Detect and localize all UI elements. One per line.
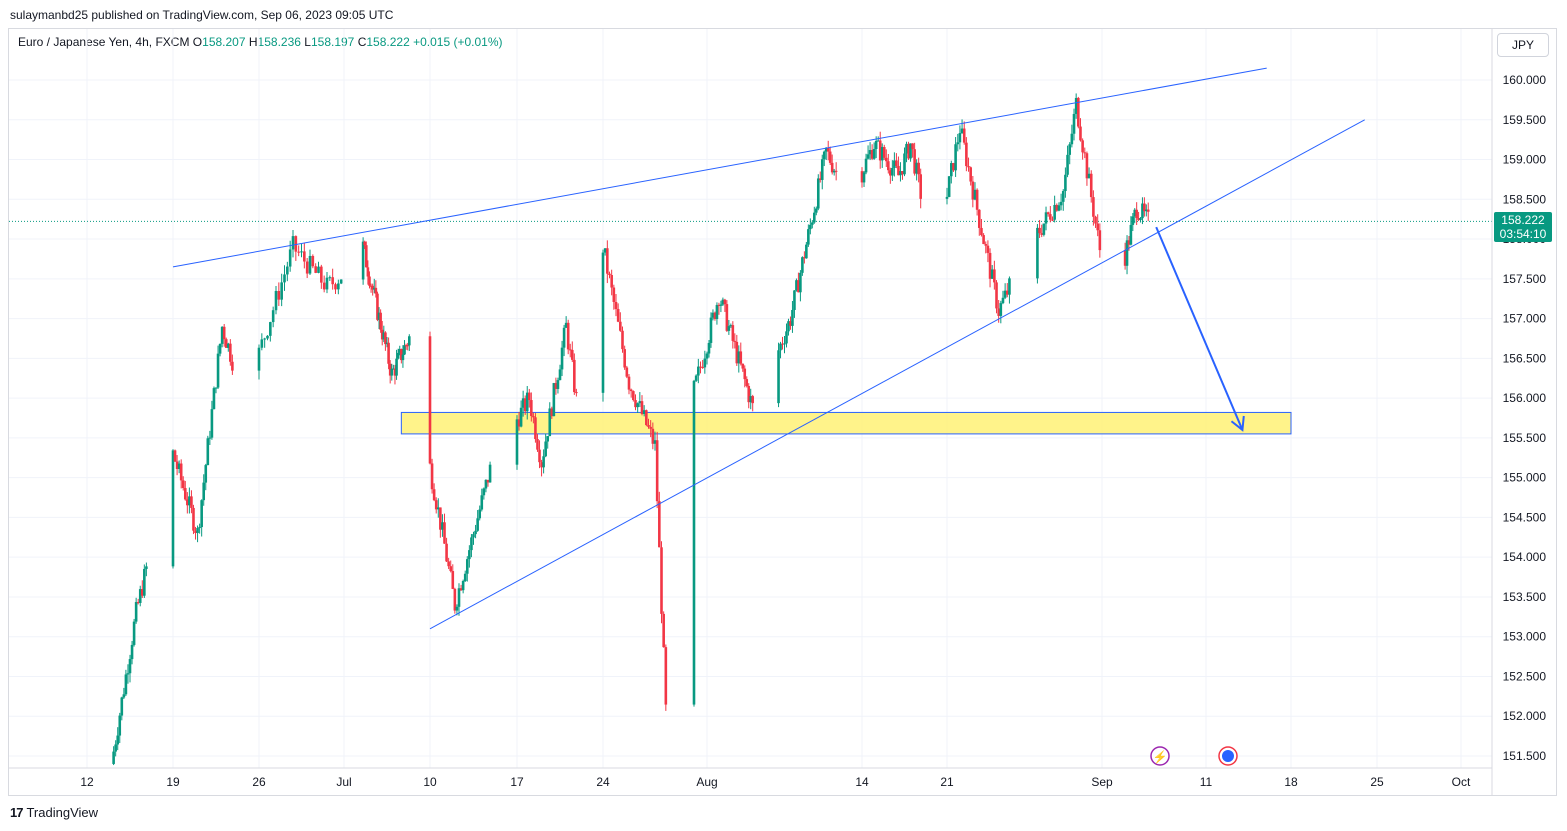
symbol-legend: Euro / Japanese Yen, 4h, FXCM O158.207 H… [18,35,503,49]
high-label: H [248,35,258,49]
last-price-value: 158.222 [1501,213,1545,227]
symbol-title[interactable]: Euro / Japanese Yen, 4h, FXCM [18,35,190,49]
high-value: 158.236 [257,35,301,49]
open-value: 158.207 [202,35,246,49]
currency-button[interactable]: JPY [1497,33,1549,57]
bar-countdown: 03:54:10 [1499,227,1547,241]
chart-frame [8,28,1557,796]
change-value: +0.015 (+0.01%) [413,35,503,49]
publish-info: sulaymanbd25 published on TradingView.co… [10,8,394,22]
low-value: 158.197 [310,35,355,49]
tradingview-logo-icon: 17 [10,805,24,820]
open-label: O [192,35,203,49]
close-label: C [357,35,367,49]
last-price-tag: 158.222 03:54:10 [1494,212,1552,242]
low-label: L [304,35,311,49]
brand-name: TradingView [26,805,99,820]
close-value: 158.222 [366,35,410,49]
tradingview-logo[interactable]: 17 TradingView [10,805,98,820]
